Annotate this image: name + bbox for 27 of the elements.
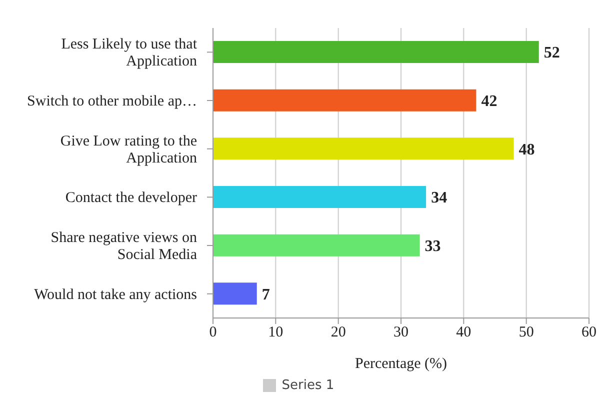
data-label: 52 (544, 44, 560, 62)
y-tick-label: Switch to other mobile ap… (27, 94, 197, 110)
data-label: 7 (262, 286, 270, 304)
y-tick-label: Give Low rating to the Application (60, 133, 198, 166)
x-tick-label: 20 (330, 324, 346, 341)
x-tick-label: 30 (394, 324, 408, 341)
bar (213, 282, 257, 305)
y-tick-label: Share negative views on Social Media (50, 230, 198, 263)
bar (213, 234, 420, 256)
bar (213, 41, 539, 63)
x-tick-label: 40 (456, 324, 472, 341)
x-tick-label: 0 (209, 324, 217, 341)
y-tick-label: Would not take any actions (34, 286, 198, 303)
data-label: 48 (518, 141, 535, 158)
y-tick-label: Contact the developer (65, 190, 197, 206)
text: Series 1 (282, 378, 334, 393)
y-tick-label: Less Likely to use that Application (61, 36, 198, 70)
data-label: 42 (481, 93, 498, 110)
bar (213, 186, 426, 208)
x-tick-label: 60 (582, 324, 596, 341)
bar (213, 138, 514, 160)
data-label: 34 (431, 190, 448, 207)
x-tick-label: 50 (518, 324, 534, 341)
bar (213, 89, 476, 112)
x-tick-label: 10 (268, 324, 284, 341)
x-axis-title: Percentage (%) (354, 356, 448, 372)
data-label: 33 (424, 238, 441, 256)
